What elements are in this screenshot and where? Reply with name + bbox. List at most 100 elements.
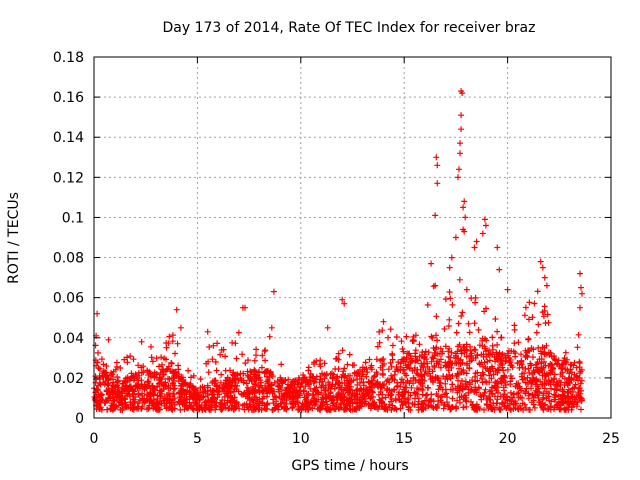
data-point [138, 377, 145, 384]
data-point [370, 400, 376, 407]
data-point [204, 328, 211, 335]
data-point [429, 334, 436, 341]
data-point [423, 356, 430, 363]
data-point [316, 379, 323, 386]
data-point [368, 362, 375, 369]
data-point [219, 405, 226, 411]
data-point [396, 389, 402, 396]
data-point [174, 340, 181, 347]
data-point [428, 398, 435, 405]
data-point [165, 363, 172, 370]
data-point [481, 406, 487, 413]
data-point [422, 368, 429, 375]
data-point [138, 364, 145, 371]
data-point [486, 379, 493, 386]
data-point [398, 338, 405, 345]
data-point [129, 391, 136, 397]
data-point [389, 342, 396, 349]
data-point [392, 405, 399, 412]
data-point [311, 397, 318, 404]
data-point [379, 370, 386, 377]
data-point [341, 373, 348, 380]
data-point [441, 401, 448, 408]
data-point [536, 388, 543, 395]
data-point [256, 404, 263, 411]
data-point [519, 400, 526, 407]
data-point [208, 400, 215, 406]
data-point [339, 347, 346, 354]
data-point [262, 357, 269, 364]
data-point [492, 316, 499, 322]
data-point [377, 357, 384, 364]
data-point [296, 392, 303, 399]
data-point [472, 347, 479, 353]
data-point [528, 345, 535, 352]
data-point [402, 388, 409, 395]
data-point [321, 360, 328, 367]
y-tick-label: 0.12 [53, 170, 84, 186]
data-point [392, 395, 399, 402]
data-point [466, 329, 473, 336]
y-tick-label: 0.02 [53, 371, 84, 387]
data-point [307, 370, 314, 377]
data-point [266, 333, 273, 340]
data-point [110, 406, 117, 413]
data-point [332, 366, 339, 372]
data-point [407, 359, 414, 366]
data-point [252, 372, 259, 379]
data-point [539, 264, 546, 271]
data-point [457, 346, 464, 353]
data-point [104, 381, 111, 388]
data-point [409, 400, 416, 407]
data-point [496, 266, 503, 273]
data-point [351, 362, 358, 369]
data-point [344, 396, 351, 403]
data-point [525, 336, 532, 343]
data-point [243, 387, 250, 394]
data-point [481, 359, 488, 366]
data-point [384, 385, 391, 392]
data-point [282, 404, 289, 411]
data-point [232, 375, 239, 382]
data-point [482, 386, 489, 393]
y-axis-label: ROTI / TECUs [6, 192, 22, 284]
data-point [391, 386, 398, 393]
data-point [210, 342, 217, 349]
data-point [180, 386, 186, 393]
data-point [109, 371, 116, 378]
data-point [449, 301, 456, 308]
data-point [242, 360, 249, 367]
data-point [410, 333, 417, 340]
data-point [433, 332, 439, 339]
data-point [457, 140, 463, 147]
data-point [476, 385, 482, 392]
data-point [464, 347, 470, 354]
data-point [544, 311, 551, 318]
data-point [558, 364, 565, 371]
data-point [462, 214, 469, 221]
data-point [212, 406, 219, 413]
data-point [503, 405, 510, 412]
data-point [514, 360, 521, 367]
data-point [490, 371, 497, 378]
data-point [523, 385, 530, 392]
data-point [420, 364, 427, 371]
data-point [209, 356, 216, 363]
data-point [214, 340, 221, 347]
data-point [511, 340, 518, 347]
data-point [281, 405, 287, 412]
data-point [529, 314, 536, 321]
data-points [91, 88, 585, 413]
data-point [540, 405, 546, 412]
data-point [140, 369, 147, 376]
data-point [234, 372, 241, 379]
data-point [393, 334, 400, 340]
data-point [483, 305, 489, 312]
data-point [431, 362, 438, 369]
data-point [177, 324, 184, 331]
data-point [310, 380, 317, 386]
data-point [188, 374, 194, 381]
data-point [399, 401, 406, 408]
data-point [305, 390, 312, 397]
data-point [365, 378, 372, 385]
